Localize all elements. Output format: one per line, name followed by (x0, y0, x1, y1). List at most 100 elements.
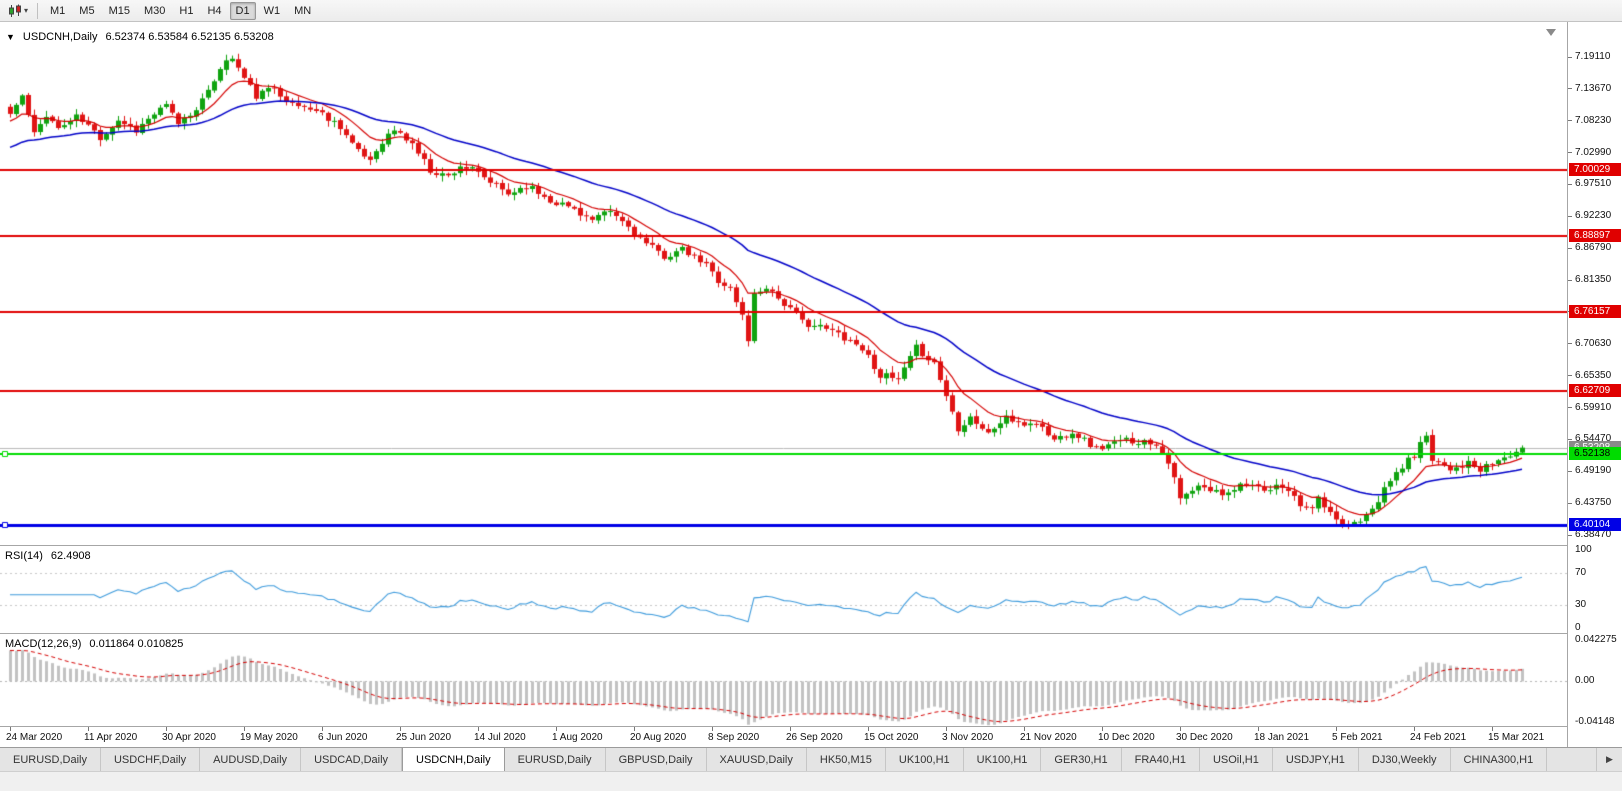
chart-tab-usoil-h1[interactable]: USOil,H1 (1199, 748, 1273, 771)
main-chart-canvas[interactable] (0, 22, 1567, 545)
price-level-badge: 6.40104 (1569, 518, 1621, 532)
date-axis-tick (1258, 727, 1259, 731)
timeframe-button-m5[interactable]: M5 (79, 4, 95, 17)
date-axis-tick (478, 727, 479, 731)
date-axis-tick (1102, 727, 1103, 731)
price-axis-tick (1568, 470, 1572, 472)
date-axis-tick (946, 727, 947, 731)
chart-tab-ger30-h1[interactable]: GER30,H1 (1041, 748, 1122, 771)
date-axis-label: 19 May 2020 (240, 732, 298, 743)
chart-tab-usdcad-daily[interactable]: USDCAD,Daily (301, 748, 403, 771)
date-axis-label: 11 Apr 2020 (84, 732, 138, 743)
price-axis-tick (1568, 343, 1572, 345)
toolbar: ▾ M1 M5 M15 M30 H1 H4 D1 W1 MN (0, 0, 1622, 22)
macd-axis-label: 0.00 (1575, 675, 1595, 687)
price-axis-label: 6.92230 (1575, 210, 1612, 222)
date-axis-label: 5 Feb 2021 (1332, 732, 1383, 743)
date-axis-tick (556, 727, 557, 731)
status-bar (0, 771, 1622, 791)
price-axis-tick (1568, 247, 1572, 249)
chart-type-button[interactable]: ▾ (5, 3, 31, 19)
date-axis-tick (88, 727, 89, 731)
rsi-axis-label: 70 (1575, 567, 1587, 579)
price-level-badge: 6.52138 (1569, 446, 1621, 460)
timeframe-button-h4[interactable]: H4 (207, 4, 222, 17)
price-axis-label: 6.97510 (1575, 178, 1612, 190)
rsi-axis-label: 0 (1575, 622, 1581, 633)
date-axis-tick (1414, 727, 1415, 731)
rsi-indicator-label: RSI(14) 62.4908 (5, 550, 91, 562)
chart-tab-uk100-h1[interactable]: UK100,H1 (885, 748, 964, 771)
chart-tab-gbpusd-daily[interactable]: GBPUSD,Daily (605, 748, 707, 771)
price-axis[interactable]: 7.19110 7.13670 7.08230 7.02990 6.97510 6.922… (1567, 22, 1622, 747)
chart-tab-china300-h1[interactable]: CHINA300,H1 (1450, 748, 1548, 771)
chart-shift-marker[interactable] (1546, 29, 1556, 36)
price-axis-label: 6.86790 (1575, 242, 1612, 254)
date-axis-label: 14 Jul 2020 (474, 732, 526, 743)
date-axis-tick (1336, 727, 1337, 731)
chart-tab-hk50-m15[interactable]: HK50,M15 (806, 748, 886, 771)
chart-tab-xauusd-daily[interactable]: XAUUSD,Daily (706, 748, 807, 771)
date-axis-label: 20 Aug 2020 (630, 732, 687, 743)
macd-name: MACD(12,26,9) (5, 638, 82, 650)
macd-panel-canvas[interactable] (0, 634, 1567, 726)
price-axis-tick (1568, 279, 1572, 281)
price-axis-tick (1568, 502, 1572, 504)
price-axis-tick (1568, 183, 1572, 185)
rsi-panel-canvas[interactable] (0, 546, 1567, 633)
date-axis-tick (400, 727, 401, 731)
chart-tab-eurusd-daily[interactable]: EURUSD,Daily (0, 748, 101, 771)
macd-axis-label: 0.042275 (1575, 634, 1617, 645)
timeframe-button-m15[interactable]: M15 (108, 4, 130, 17)
date-axis[interactable]: 24 Mar 2020 11 Apr 2020 30 Apr 2020 19 May … (0, 727, 1567, 747)
tab-scroll-right-button[interactable]: ▶ (1596, 748, 1622, 771)
price-axis-tick (1568, 88, 1572, 90)
dropdown-caret-icon: ▾ (24, 6, 29, 15)
candlestick-chart-icon (9, 4, 21, 17)
date-axis-label: 24 Feb 2021 (1410, 732, 1467, 743)
date-axis-tick (634, 727, 635, 731)
panel-divider[interactable] (0, 726, 1622, 727)
date-axis-tick (244, 727, 245, 731)
date-axis-label: 25 Jun 2020 (396, 732, 452, 743)
price-level-badge: 6.76157 (1569, 304, 1621, 318)
timeframe-button-mn[interactable]: MN (294, 4, 312, 17)
rsi-value: 62.4908 (50, 550, 91, 562)
date-axis-label: 6 Jun 2020 (318, 732, 368, 743)
chart-tab-eurusd-daily[interactable]: EURUSD,Daily (504, 748, 606, 771)
price-axis-label: 6.70630 (1575, 337, 1612, 349)
rsi-axis-label: 100 (1575, 544, 1592, 555)
price-axis-label: 6.43750 (1575, 497, 1612, 509)
price-axis-label: 7.19110 (1575, 51, 1611, 62)
chart-tab-dj30-weekly[interactable]: DJ30,Weekly (1358, 748, 1451, 771)
price-axis-tick (1568, 56, 1572, 58)
chart-collapse-icon[interactable]: ▼ (6, 32, 15, 42)
date-axis-label: 30 Apr 2020 (162, 732, 216, 743)
timeframe-button-h1[interactable]: H1 (179, 4, 194, 17)
macd-axis-label: -0.04148 (1575, 716, 1615, 727)
date-axis-tick (1024, 727, 1025, 731)
price-axis-label: 6.65350 (1575, 369, 1612, 381)
timeframe-button-w1[interactable]: W1 (263, 4, 281, 17)
date-axis-label: 10 Dec 2020 (1098, 732, 1155, 743)
rsi-axis-label: 30 (1575, 598, 1587, 610)
price-axis-tick (1568, 375, 1572, 377)
chart-region: ▼ USDCNH,Daily 6.52374 6.53584 6.52135 6… (0, 22, 1622, 747)
date-axis-label: 8 Sep 2020 (708, 732, 760, 743)
panel-divider[interactable] (0, 633, 1622, 634)
timeframe-button-m1[interactable]: M1 (50, 4, 66, 17)
chart-tab-fra40-h1[interactable]: FRA40,H1 (1121, 748, 1200, 771)
price-axis-label: 6.59910 (1575, 401, 1612, 413)
panel-divider[interactable] (0, 545, 1622, 546)
timeframe-button-d1[interactable]: D1 (229, 1, 256, 20)
timeframe-buttons: M1 M5 M15 M30 H1 H4 D1 W1 MN (44, 1, 317, 20)
date-axis-label: 18 Jan 2021 (1254, 732, 1310, 743)
chart-tab-uk100-h1[interactable]: UK100,H1 (963, 748, 1042, 771)
chart-tab-usdcnh-daily[interactable]: USDCNH,Daily (402, 748, 505, 771)
timeframe-button-m30[interactable]: M30 (143, 4, 166, 17)
chart-tab-usdchf-daily[interactable]: USDCHF,Daily (100, 748, 201, 771)
chart-tab-usdjpy-h1[interactable]: USDJPY,H1 (1272, 748, 1359, 771)
date-axis-tick (712, 727, 713, 731)
chart-tab-audusd-daily[interactable]: AUDUSD,Daily (200, 748, 302, 771)
date-axis-tick (1180, 727, 1181, 731)
